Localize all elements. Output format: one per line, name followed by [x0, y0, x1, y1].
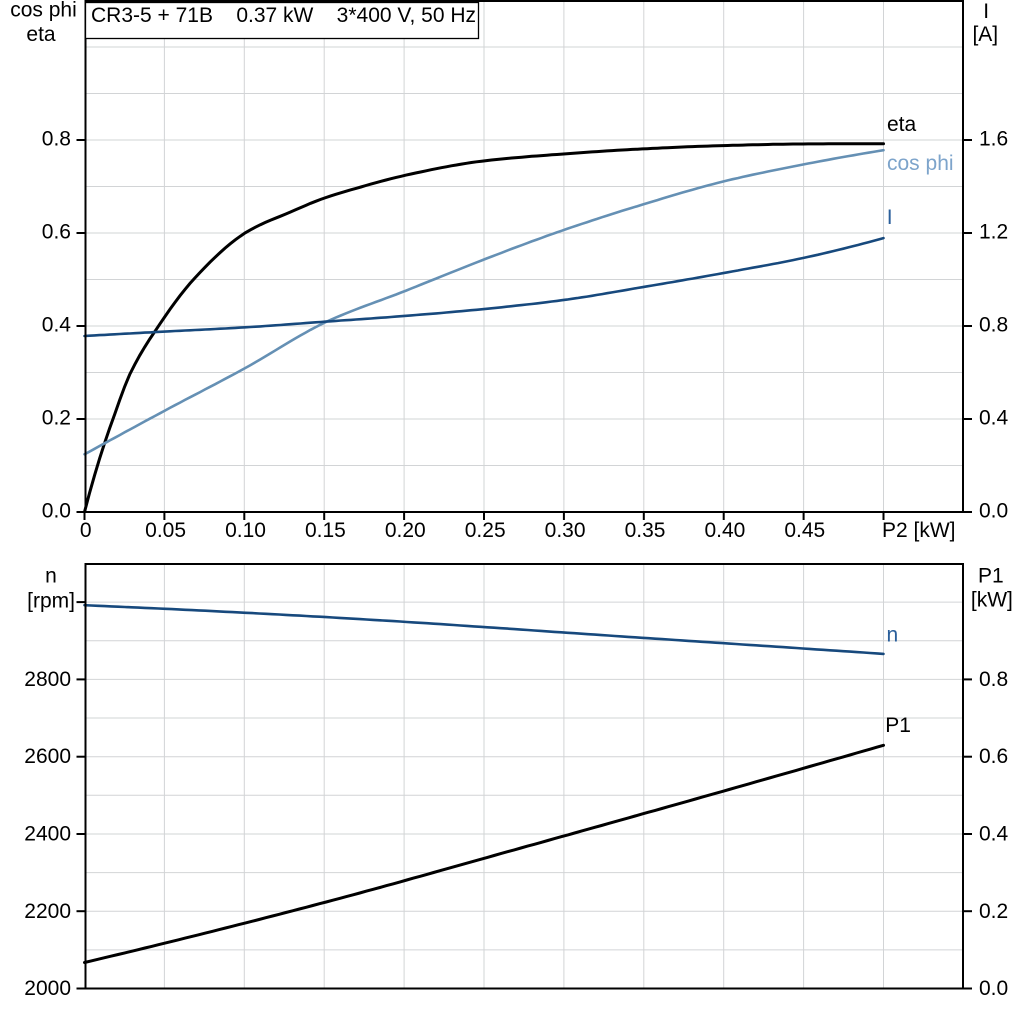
- svg-text:2800: 2800: [24, 668, 71, 691]
- svg-text:cos phi: cos phi: [10, 0, 77, 22]
- svg-text:0.8: 0.8: [979, 668, 1008, 691]
- svg-text:0.25: 0.25: [465, 519, 506, 542]
- svg-text:I: I: [983, 0, 989, 23]
- svg-text:0.4: 0.4: [979, 407, 1009, 430]
- svg-text:0.30: 0.30: [545, 519, 586, 542]
- svg-text:0.15: 0.15: [305, 519, 346, 542]
- svg-text:0.2: 0.2: [979, 900, 1008, 923]
- svg-text:1.2: 1.2: [979, 221, 1008, 244]
- svg-text:0.0: 0.0: [979, 500, 1008, 523]
- svg-text:0.20: 0.20: [385, 519, 426, 542]
- svg-text:0.40: 0.40: [704, 519, 745, 542]
- svg-text:0.0: 0.0: [979, 977, 1008, 1000]
- svg-text:0.10: 0.10: [225, 519, 266, 542]
- svg-text:2000: 2000: [24, 977, 71, 1000]
- svg-text:eta: eta: [887, 113, 917, 136]
- svg-text:0.35: 0.35: [625, 519, 666, 542]
- svg-text:0.8: 0.8: [42, 128, 71, 151]
- svg-text:[rpm]: [rpm]: [27, 589, 75, 612]
- svg-text:I: I: [887, 206, 893, 229]
- svg-text:P1: P1: [978, 565, 1004, 588]
- svg-text:0.4: 0.4: [979, 823, 1009, 846]
- svg-text:2200: 2200: [24, 900, 71, 923]
- svg-text:2600: 2600: [24, 745, 71, 768]
- svg-text:[kW]: [kW]: [971, 588, 1013, 611]
- svg-text:CR3-5 + 71B 0.37 kW 3*40: CR3-5 + 71B 0.37 kW 3*400 V, 50 Hz: [91, 4, 476, 27]
- svg-text:P1: P1: [885, 714, 911, 737]
- svg-text:0.6: 0.6: [979, 745, 1008, 768]
- svg-text:2400: 2400: [24, 823, 71, 846]
- svg-text:0.0: 0.0: [42, 500, 71, 523]
- svg-text:P2 [kW]: P2 [kW]: [882, 519, 956, 542]
- svg-text:0.2: 0.2: [42, 407, 71, 430]
- svg-text:n: n: [45, 565, 57, 588]
- svg-text:cos phi: cos phi: [887, 152, 954, 175]
- svg-text:0.8: 0.8: [979, 314, 1008, 337]
- svg-text:0.05: 0.05: [145, 519, 186, 542]
- svg-text:eta: eta: [26, 23, 56, 46]
- svg-text:1.6: 1.6: [979, 128, 1008, 151]
- svg-text:[A]: [A]: [972, 23, 998, 46]
- svg-text:0.45: 0.45: [784, 519, 825, 542]
- svg-text:0.6: 0.6: [42, 221, 71, 244]
- svg-text:0.4: 0.4: [42, 314, 72, 337]
- svg-text:n: n: [887, 624, 899, 647]
- svg-text:0: 0: [80, 519, 92, 542]
